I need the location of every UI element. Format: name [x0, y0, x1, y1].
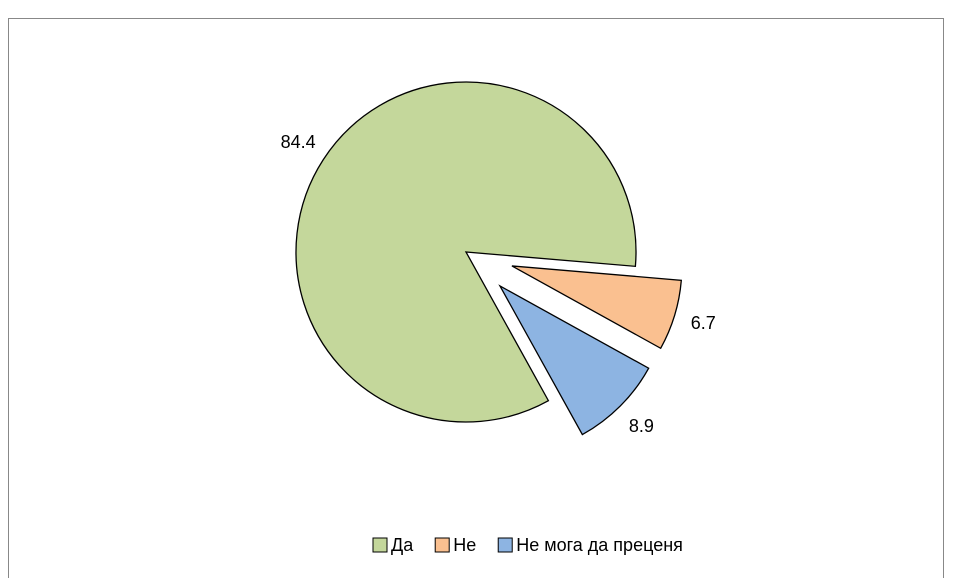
pie-slice — [498, 284, 650, 436]
legend-swatch — [497, 537, 513, 553]
legend-label: Да — [391, 535, 414, 555]
legend-swatch — [434, 537, 450, 553]
legend-label: Не мога да преценя — [516, 535, 683, 555]
pie-slice — [295, 81, 637, 423]
legend-swatch — [372, 537, 388, 553]
data-label: 84.4 — [281, 132, 316, 152]
pie-slice — [511, 265, 683, 350]
data-label: 8.9 — [629, 416, 654, 436]
data-label: 6.7 — [691, 313, 716, 333]
legend-label: Не — [453, 535, 476, 555]
